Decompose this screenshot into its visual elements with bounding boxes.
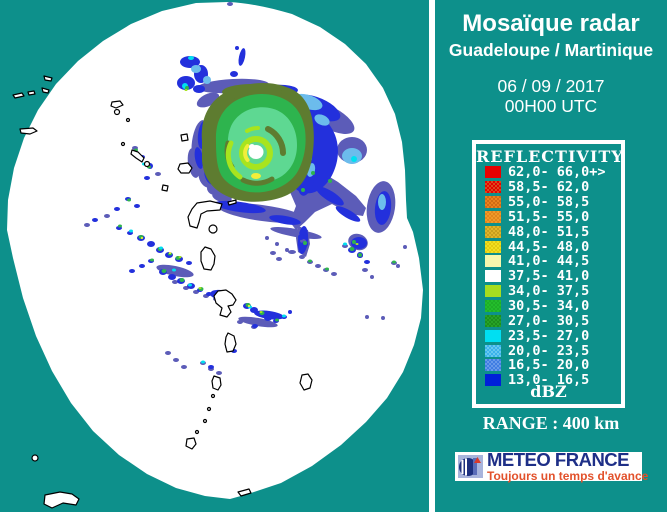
legend-swatch xyxy=(485,196,501,209)
radar-map xyxy=(7,2,423,509)
legend-range-label: 23,5- 27,0 xyxy=(508,327,590,344)
reflectivity-legend: REFLECTIVITY 62,0- 66,0+> 58,5- 62,0 55,0-… xyxy=(472,140,625,408)
legend-row: 23,5- 27,0 xyxy=(485,327,619,344)
legend-range-label: 62,0- 66,0+> xyxy=(508,164,606,181)
legend-swatch xyxy=(485,359,501,372)
legend-row: 41,0- 44,5 xyxy=(485,253,619,270)
island-dominica xyxy=(200,246,216,271)
page-title: Mosaïque radar xyxy=(462,10,640,37)
legend-swatch xyxy=(485,344,501,357)
legend-row: 55,0- 58,5 xyxy=(485,194,619,211)
legend-swatch xyxy=(485,255,501,268)
legend-range-label: 44,5- 48,0 xyxy=(508,238,590,255)
legend-row: 37,5- 41,0 xyxy=(485,268,619,285)
legend-range-label: 20,0- 23,5 xyxy=(508,342,590,359)
legend-range-label: 51,5- 55,0 xyxy=(508,208,590,225)
panel-divider xyxy=(429,0,435,512)
scattered-echoes xyxy=(84,2,407,442)
legend-swatch xyxy=(485,210,501,223)
legend-row: 48,0- 51,5 xyxy=(485,223,619,240)
island-barbados xyxy=(299,373,313,391)
legend-swatch xyxy=(485,329,501,342)
legend-range-label: 27,0- 30,5 xyxy=(508,312,590,329)
legend-row: 16,5- 20,0 xyxy=(485,357,619,374)
legend-row: 44,5- 48,0 xyxy=(485,238,619,255)
legend-swatch xyxy=(485,240,501,253)
legend-row: 34,0- 37,5 xyxy=(485,283,619,300)
legend-rows: 62,0- 66,0+> 58,5- 62,0 55,0- 58,5 51,5- 55… xyxy=(485,164,619,389)
legend-unit: dBZ xyxy=(530,382,567,401)
legend-range-label: 30,5- 34,0 xyxy=(508,298,590,315)
legend-swatch xyxy=(485,225,501,238)
legend-row: 51,5- 55,0 xyxy=(485,208,619,225)
island-martinique xyxy=(213,289,237,318)
legend-row: 62,0- 66,0+> xyxy=(485,164,619,181)
legend-row: 13,0- 16,5 xyxy=(485,372,619,389)
legend-swatch xyxy=(485,270,501,283)
legend-swatch xyxy=(485,374,501,387)
meteo-france-logo: METEO FRANCE Toujours un temps d'avance xyxy=(455,450,648,482)
range-label: RANGE : 400 km xyxy=(482,413,620,433)
legend-swatch xyxy=(485,285,501,298)
date-label: 06 / 09 / 2017 xyxy=(497,76,605,96)
info-panel: Mosaïque radar Guadeloupe / Martinique 0… xyxy=(435,0,667,512)
legend-title: REFLECTIVITY xyxy=(476,147,624,166)
legend-swatch xyxy=(485,166,501,179)
legend-swatch xyxy=(485,300,501,313)
legend-range-label: 37,5- 41,0 xyxy=(508,268,590,285)
legend-range-label: 58,5- 62,0 xyxy=(508,179,590,196)
legend-range-label: 55,0- 58,5 xyxy=(508,194,590,211)
legend-row: 27,0- 30,5 xyxy=(485,312,619,329)
logo-tagline: Toujours un temps d'avance xyxy=(487,469,649,484)
logo-name: METEO FRANCE xyxy=(487,448,630,470)
legend-range-label: 34,0- 37,5 xyxy=(508,283,590,300)
island-guadeloupe xyxy=(187,200,223,229)
legend-swatch xyxy=(485,181,501,194)
legend-swatch xyxy=(485,314,501,327)
legend-range-label: 16,5- 20,0 xyxy=(508,357,590,374)
time-label: 00H00 UTC xyxy=(504,96,598,116)
legend-row: 58,5- 62,0 xyxy=(485,179,619,196)
legend-range-label: 13,0- 16,5 xyxy=(508,372,590,389)
island-coastlines xyxy=(12,75,313,509)
page-subtitle: Guadeloupe / Martinique xyxy=(448,40,654,60)
legend-range-label: 48,0- 51,5 xyxy=(508,223,590,240)
eyewall-yellow xyxy=(243,144,250,162)
legend-row: 20,0- 23,5 xyxy=(485,342,619,359)
hurricane-core xyxy=(201,82,314,202)
eyewall-ring xyxy=(225,126,273,180)
legend-range-label: 41,0- 44,5 xyxy=(508,253,590,270)
meteo-france-icon xyxy=(458,455,483,478)
legend-row: 30,5- 34,0 xyxy=(485,298,619,315)
